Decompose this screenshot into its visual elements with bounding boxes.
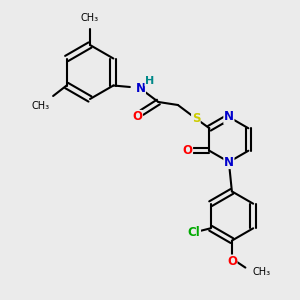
Text: CH₃: CH₃ bbox=[253, 267, 271, 277]
Text: N: N bbox=[135, 82, 146, 95]
Text: O: O bbox=[227, 255, 237, 268]
Text: O: O bbox=[182, 144, 193, 157]
Text: S: S bbox=[192, 112, 200, 125]
Text: Cl: Cl bbox=[188, 226, 200, 239]
Text: CH₃: CH₃ bbox=[81, 14, 99, 23]
Text: O: O bbox=[132, 110, 142, 124]
Text: N: N bbox=[224, 155, 234, 169]
Text: H: H bbox=[145, 76, 154, 86]
Text: CH₃: CH₃ bbox=[32, 100, 50, 110]
Text: N: N bbox=[224, 110, 234, 124]
